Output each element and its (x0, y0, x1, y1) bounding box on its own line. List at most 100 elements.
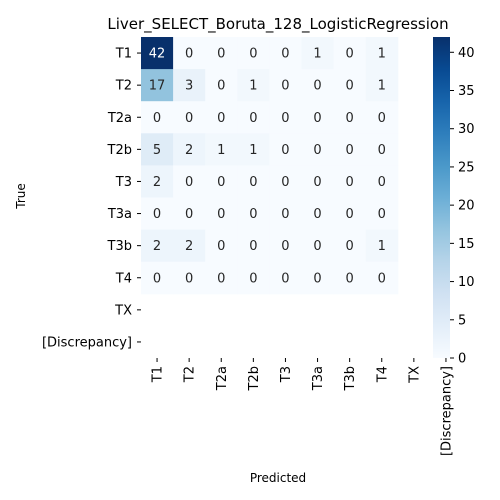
heatmap-cell (333, 133, 367, 166)
heatmap-cell (173, 133, 206, 166)
cell-value-label: 2 (185, 239, 193, 254)
colorbar-tick-label: 40 (458, 46, 475, 61)
cell-value-label: 0 (217, 175, 225, 190)
y-tick-label: T1 (115, 47, 132, 62)
y-tick-label: T2a (107, 111, 132, 126)
x-tick-label: T3b (343, 366, 358, 391)
heatmap-cell (237, 69, 270, 102)
cell-value-label: 0 (378, 143, 386, 158)
cell-value-label: 0 (346, 47, 354, 62)
y-axis-label: True (14, 183, 28, 210)
heatmap-cell (205, 101, 238, 134)
x-tick-label: T2b (247, 366, 262, 391)
y-tick-label: T4 (115, 271, 132, 286)
x-tick-label: T4 (375, 366, 390, 383)
cell-value-label: 0 (217, 47, 225, 62)
heatmap-cell (333, 37, 367, 70)
cell-value-label: 1 (378, 239, 386, 254)
cell-value-label: 0 (313, 79, 321, 94)
heatmap-cell (173, 69, 206, 102)
cell-value-label: 0 (217, 239, 225, 254)
cell-value-label: 0 (185, 271, 193, 286)
heatmap-cell (141, 261, 174, 295)
cell-value-label: 0 (378, 111, 386, 126)
heatmap-cell (141, 69, 174, 102)
colorbar-tick-label: 15 (458, 237, 475, 252)
cell-value-label: 0 (217, 207, 225, 222)
cell-value-label: 1 (217, 143, 225, 158)
heatmap-cell (333, 101, 367, 134)
heatmap-cell (237, 165, 270, 198)
cell-value-label: 0 (249, 207, 257, 222)
heatmap-cell (301, 37, 335, 70)
cell-value-label: 0 (185, 111, 193, 126)
y-tick-labels: T1 T2 T2a T2b T3 T3a T3b T4 TX [Discrepancy] (42, 47, 141, 350)
heatmap-cell (141, 101, 174, 134)
cell-value-label: 0 (217, 271, 225, 286)
cell-value-label: 0 (346, 207, 354, 222)
cell-value-label: 1 (249, 79, 257, 94)
heatmap-cell (269, 197, 302, 231)
cell-value-label: 0 (153, 207, 161, 222)
cell-value-label: 0 (249, 175, 257, 190)
y-tick-label: T3a (107, 207, 132, 222)
cell-value-label: 0 (313, 111, 321, 126)
cell-value-label: 0 (153, 271, 161, 286)
heatmap-cell (237, 197, 270, 231)
heatmap-cell (173, 197, 206, 231)
colorbar-ticks: 0 5 10 15 20 25 30 35 40 (450, 46, 475, 367)
cell-value-label: 0 (249, 239, 257, 254)
chart-title: Liver_SELECT_Boruta_128_LogisticRegressi… (107, 15, 448, 34)
heatmap-cell (173, 261, 206, 295)
cell-value-label: 2 (153, 175, 161, 190)
colorbar-tick-label: 35 (458, 84, 475, 99)
heatmap-cell (301, 133, 335, 166)
heatmap-cell (205, 69, 238, 102)
heatmap-cell (365, 69, 399, 102)
cell-value-label: 0 (281, 175, 289, 190)
x-axis-label: Predicted (250, 471, 306, 485)
heatmap-cell (237, 133, 270, 166)
heatmap-cell (301, 197, 335, 231)
x-tick-label: T2a (215, 366, 230, 391)
heatmap-cell (173, 101, 206, 134)
cell-value-label: 0 (185, 175, 193, 190)
cell-value-label: 0 (346, 175, 354, 190)
cell-annotations: 42 0 0 0 0 1 0 1 17 3 0 1 0 0 0 1 0 0 0 0 0 0 0 0 5 2 1 1 0 0 0 0 2 0 0 0 0 0… (149, 47, 386, 287)
heatmap-cell (365, 261, 399, 295)
cell-value-label: 0 (378, 207, 386, 222)
cell-value-label: 0 (281, 111, 289, 126)
heatmap-cell (205, 261, 238, 295)
heatmap-cell (141, 197, 174, 231)
cell-value-label: 0 (346, 143, 354, 158)
y-tick-label: T2 (115, 79, 132, 94)
heatmap-cell (237, 37, 270, 70)
cell-value-label: 1 (378, 79, 386, 94)
y-tick-label: T3b (107, 239, 132, 254)
heatmap-cell (173, 165, 206, 198)
heatmap-cell (301, 69, 335, 102)
heatmap-cell (269, 229, 302, 263)
colorbar-tick-label: 30 (458, 122, 475, 137)
colorbar-tick-label: 0 (458, 352, 466, 367)
colorbar-tick-label: 20 (458, 199, 475, 214)
x-tick-label: T3a (311, 366, 326, 391)
heatmap-cell (237, 229, 270, 263)
heatmap-cell (269, 165, 302, 198)
heatmap-cell (333, 197, 367, 231)
cell-value-label: 0 (281, 143, 289, 158)
cell-value-label: 0 (281, 79, 289, 94)
heatmap-cell (205, 229, 238, 263)
cell-value-label: 2 (185, 143, 193, 158)
heatmap-cell (333, 69, 367, 102)
y-tick-label: T3 (115, 175, 132, 190)
cell-value-label: 0 (249, 47, 257, 62)
y-tick-label: [Discrepancy] (42, 335, 132, 350)
heatmap-cell (365, 101, 399, 134)
x-tick-label: [Discrepancy] (439, 366, 454, 456)
cell-value-label: 0 (185, 47, 193, 62)
cell-value-label: 0 (217, 79, 225, 94)
heatmap-cell (205, 133, 238, 166)
cell-value-label: 0 (185, 207, 193, 222)
cell-value-label: 0 (217, 111, 225, 126)
